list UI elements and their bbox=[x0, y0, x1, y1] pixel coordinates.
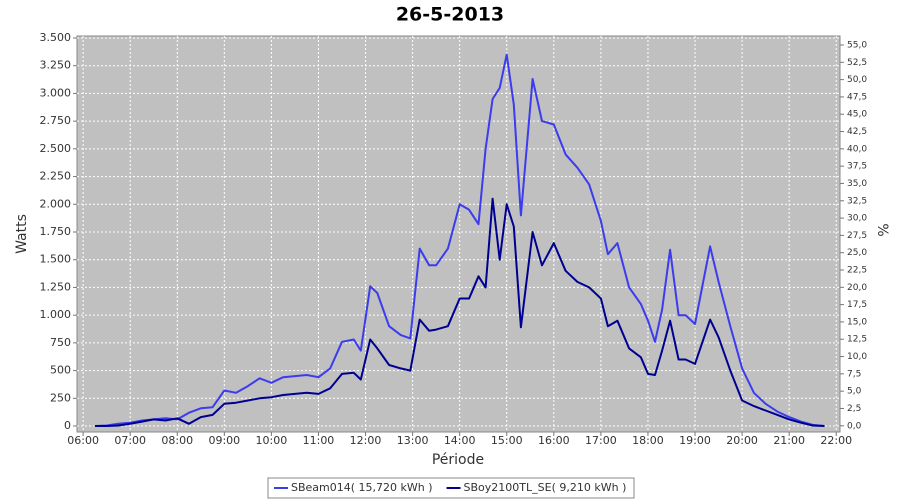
y2-tick-label: 30,0 bbox=[847, 214, 867, 224]
y-tick-label: 1.000 bbox=[40, 308, 72, 321]
x-tick-label: 18:00 bbox=[632, 434, 664, 447]
x-tick-label: 17:00 bbox=[585, 434, 617, 447]
y-tick-label: 750 bbox=[50, 336, 71, 349]
x-tick-label: 15:00 bbox=[491, 434, 523, 447]
y-tick-label: 1.250 bbox=[40, 280, 72, 293]
y-tick-label: 500 bbox=[50, 364, 71, 377]
x-tick-label: 08:00 bbox=[161, 434, 193, 447]
y2-tick-label: 0,0 bbox=[847, 421, 862, 431]
x-tick-label: 16:00 bbox=[538, 434, 570, 447]
y2-tick-label: 2,5 bbox=[847, 404, 861, 414]
x-tick-label: 20:00 bbox=[726, 434, 758, 447]
y2-tick-label: 50,0 bbox=[847, 75, 867, 85]
y2-tick-label: 35,0 bbox=[847, 179, 867, 189]
x-tick-label: 11:00 bbox=[303, 434, 335, 447]
y-tick-label: 1.500 bbox=[40, 253, 72, 266]
x-axis-title: Période bbox=[432, 452, 484, 468]
y-tick-label: 3.000 bbox=[40, 86, 72, 99]
y-tick-label: 1.750 bbox=[40, 225, 72, 238]
y2-axis-title: % bbox=[874, 223, 890, 236]
y2-tick-label: 20,0 bbox=[847, 283, 867, 293]
y2-tick-label: 22,5 bbox=[847, 266, 867, 276]
y-tick-label: 2.750 bbox=[40, 114, 72, 127]
legend-label: SBeam014( 15,720 kWh ) bbox=[291, 481, 433, 494]
chart-title: 26-5-2013 bbox=[396, 4, 504, 26]
plot-area bbox=[76, 35, 841, 433]
y2-tick-label: 37,5 bbox=[847, 162, 867, 172]
y-tick-label: 0 bbox=[64, 419, 71, 432]
y-tick-label: 2.500 bbox=[40, 142, 72, 155]
y2-tick-label: 7,5 bbox=[847, 369, 861, 379]
y-tick-label: 250 bbox=[50, 391, 71, 404]
y-tick-label: 2.250 bbox=[40, 170, 72, 183]
y2-tick-label: 27,5 bbox=[847, 231, 867, 241]
y2-tick-label: 17,5 bbox=[847, 300, 867, 310]
x-tick-label: 10:00 bbox=[256, 434, 288, 447]
y2-tick-label: 47,5 bbox=[847, 92, 867, 102]
y2-tick-label: 45,0 bbox=[847, 110, 867, 120]
y2-tick-label: 40,0 bbox=[847, 144, 867, 154]
series-line bbox=[94, 53, 825, 427]
x-tick-label: 22:00 bbox=[820, 434, 852, 447]
y2-tick-label: 25,0 bbox=[847, 248, 867, 258]
x-tick-label: 13:00 bbox=[397, 434, 429, 447]
y-axis-title: Watts bbox=[14, 214, 30, 254]
y2-tick-label: 55,0 bbox=[847, 41, 867, 51]
y-tick-label: 3.250 bbox=[40, 59, 72, 72]
x-tick-label: 14:00 bbox=[444, 434, 476, 447]
y2-tick-label: 52,5 bbox=[847, 58, 867, 68]
y2-tick-label: 10,0 bbox=[847, 352, 867, 362]
x-tick-label: 06:00 bbox=[67, 434, 99, 447]
x-tick-label: 07:00 bbox=[114, 434, 146, 447]
y-tick-label: 2.000 bbox=[40, 197, 72, 210]
y2-tick-label: 5,0 bbox=[847, 387, 862, 397]
x-tick-label: 09:00 bbox=[208, 434, 240, 447]
y2-tick-label: 32,5 bbox=[847, 196, 867, 206]
x-tick-label: 19:00 bbox=[679, 434, 711, 447]
x-tick-label: 21:00 bbox=[773, 434, 805, 447]
y-tick-label: 3.500 bbox=[40, 31, 72, 44]
series-line bbox=[94, 197, 825, 427]
y2-tick-label: 42,5 bbox=[847, 127, 867, 137]
x-tick-label: 12:00 bbox=[350, 434, 382, 447]
legend-label: SBoy2100TL_SE( 9,210 kWh ) bbox=[464, 481, 627, 494]
y2-tick-label: 15,0 bbox=[847, 317, 867, 327]
y2-tick-label: 12,5 bbox=[847, 335, 867, 345]
